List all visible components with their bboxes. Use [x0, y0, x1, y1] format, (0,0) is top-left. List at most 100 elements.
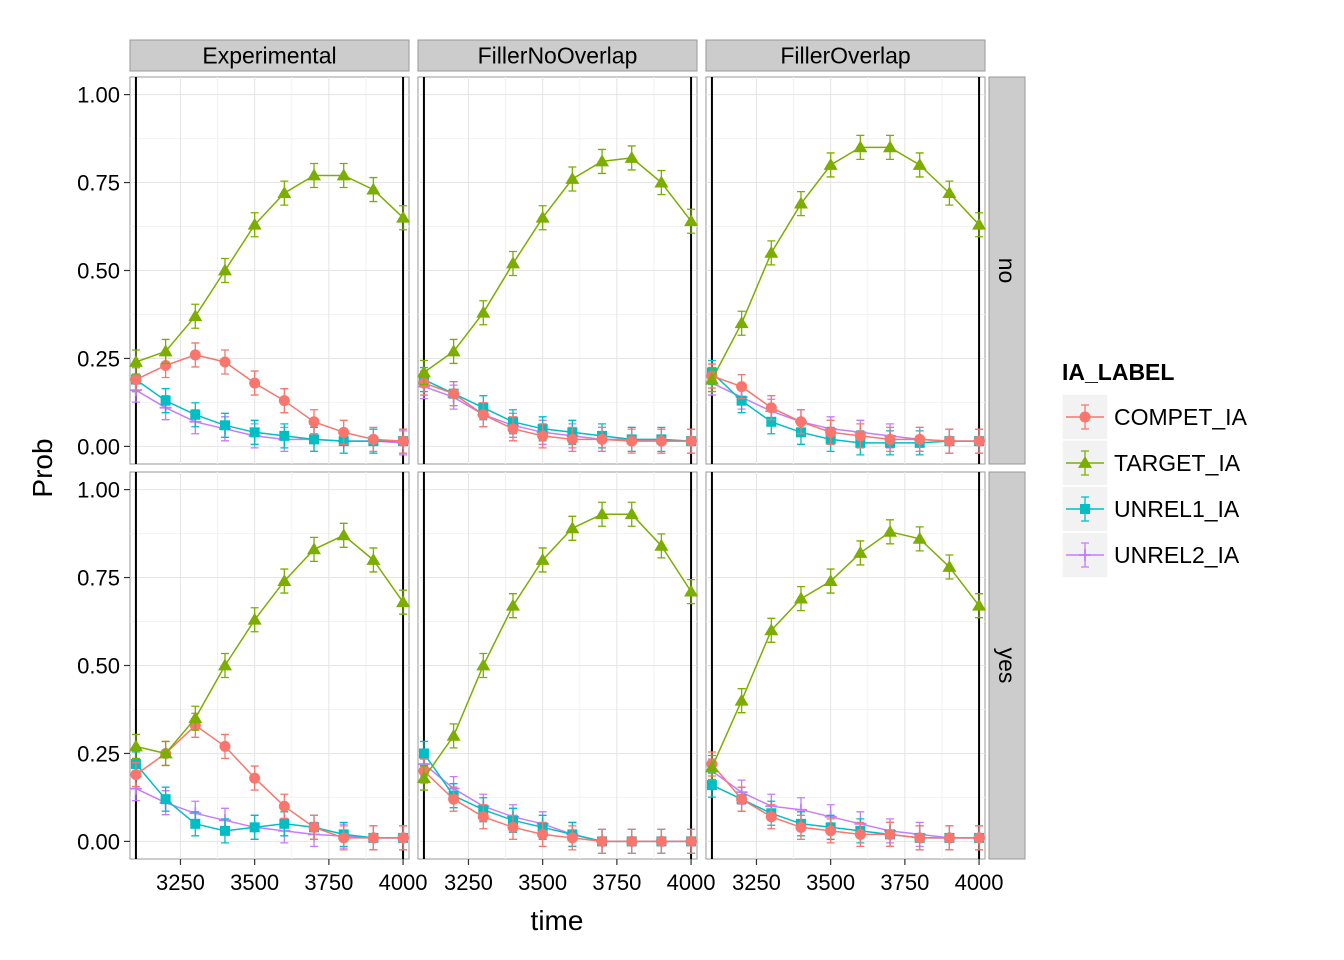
data-point	[624, 507, 639, 520]
data-point	[476, 305, 491, 318]
legend: IA_LABEL COMPET_IA TARGET_IA UNREL1_IA UNRE…	[1061, 359, 1248, 579]
data-point	[883, 140, 898, 153]
data-point	[338, 832, 350, 844]
legend-label: TARGET_IA	[1114, 450, 1241, 476]
series-compet_ia	[418, 370, 697, 454]
legend-title: IA_LABEL	[1062, 359, 1174, 385]
data-point	[685, 435, 697, 447]
series-line	[423, 157, 692, 374]
series-line	[135, 724, 404, 839]
data-point	[942, 559, 957, 572]
data-point	[624, 150, 639, 163]
data-point	[535, 210, 550, 223]
data-point	[655, 835, 667, 847]
y-tick-label: 0.75	[77, 566, 120, 591]
data-point	[336, 528, 351, 541]
facet-panel	[129, 471, 410, 860]
data-point	[219, 356, 231, 368]
series-line	[711, 146, 980, 380]
data-point	[884, 828, 896, 840]
data-point	[654, 175, 669, 188]
data-point	[765, 402, 777, 414]
data-point	[823, 574, 838, 586]
facet-panel	[129, 76, 410, 465]
data-point	[279, 818, 290, 829]
data-point	[188, 711, 203, 724]
data-point	[418, 748, 429, 759]
data-point	[595, 154, 610, 167]
panels-layer	[128, 76, 987, 860]
data-point	[217, 263, 232, 276]
data-point	[537, 430, 549, 442]
x-tick-label: 4000	[667, 870, 716, 895]
x-tick-label: 3500	[518, 870, 567, 895]
data-point	[626, 435, 638, 447]
data-point	[706, 780, 717, 791]
data-point	[854, 430, 866, 442]
series-line	[711, 371, 980, 444]
y-axis-title: Prob	[27, 438, 58, 497]
data-point	[1079, 549, 1091, 561]
column-strip	[129, 39, 410, 72]
facet-panel	[705, 471, 986, 860]
series-line	[135, 534, 404, 755]
series-line	[423, 513, 692, 779]
column-strip-label: Experimental	[202, 43, 336, 69]
data-point	[736, 381, 748, 393]
x-tick-label: 4000	[955, 870, 1004, 895]
data-point	[188, 309, 203, 322]
legend-entry: UNREL1_IA	[1061, 485, 1240, 533]
series-compet_ia	[706, 751, 985, 851]
data-point	[505, 598, 520, 611]
data-point	[160, 794, 171, 805]
data-point	[793, 591, 808, 604]
data-point	[734, 693, 749, 706]
series-line	[135, 174, 404, 363]
data-point	[704, 372, 719, 385]
data-point	[249, 772, 261, 784]
series-line	[135, 354, 404, 442]
x-tick-label: 3500	[806, 870, 855, 895]
data-point	[765, 811, 777, 823]
data-point	[626, 835, 638, 847]
data-point	[247, 612, 262, 625]
data-point	[766, 416, 777, 427]
data-point	[308, 821, 320, 833]
row-strip-label: no	[994, 258, 1020, 284]
data-point	[595, 507, 610, 520]
series-line	[711, 530, 980, 768]
data-point	[736, 793, 748, 805]
x-tick-label: 3750	[304, 870, 353, 895]
x-tick-label: 3500	[230, 870, 279, 895]
row-strip	[988, 471, 1026, 860]
data-point	[158, 746, 173, 759]
data-point	[219, 420, 230, 431]
series-target_ia	[416, 145, 699, 386]
data-point	[736, 395, 747, 406]
data-point	[565, 172, 580, 184]
legend-label: UNREL1_IA	[1114, 496, 1240, 522]
data-point	[684, 584, 699, 597]
data-point	[366, 552, 381, 565]
data-point	[704, 760, 719, 773]
series-line	[135, 763, 404, 839]
x-axis-title: time	[531, 905, 584, 936]
data-point	[396, 595, 411, 608]
data-point	[158, 344, 173, 357]
y-tick-label: 1.00	[77, 478, 120, 503]
data-point	[795, 416, 807, 428]
data-point	[566, 433, 578, 445]
facet-panel	[705, 76, 986, 465]
data-point	[685, 835, 697, 847]
legend-entry: TARGET_IA	[1061, 439, 1241, 487]
series-target_ia	[704, 519, 987, 781]
data-point	[972, 598, 987, 611]
data-point	[793, 196, 808, 209]
column-strip-label: FillerOverlap	[780, 43, 910, 69]
data-point	[249, 427, 260, 438]
column-strip-label: FillerNoOverlap	[478, 43, 638, 69]
data-point	[279, 430, 290, 441]
data-point	[190, 818, 201, 829]
legend-label: COMPET_IA	[1114, 404, 1248, 430]
data-point	[655, 435, 667, 447]
